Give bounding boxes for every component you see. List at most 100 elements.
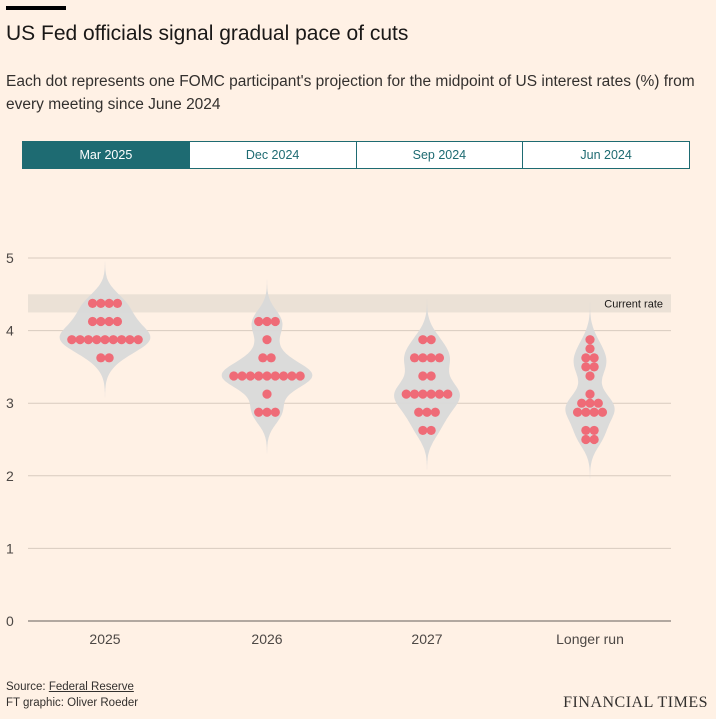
dot bbox=[92, 335, 102, 345]
dot bbox=[125, 335, 135, 345]
dot bbox=[581, 362, 591, 372]
y-tick-label: 1 bbox=[6, 540, 14, 556]
violin-1 bbox=[221, 267, 313, 467]
dot bbox=[262, 335, 272, 345]
dot bbox=[418, 335, 428, 345]
x-tick-label: 2026 bbox=[251, 631, 282, 647]
dot bbox=[426, 335, 436, 345]
dot bbox=[75, 335, 85, 345]
dot bbox=[245, 371, 255, 381]
dot bbox=[585, 371, 595, 381]
dot bbox=[585, 389, 595, 399]
chart-title: US Fed officials signal gradual pace of … bbox=[6, 22, 409, 45]
y-tick-label: 0 bbox=[6, 613, 14, 629]
dot bbox=[100, 335, 110, 345]
dot bbox=[589, 434, 599, 445]
dot bbox=[572, 407, 583, 417]
tab-sep-2024[interactable]: Sep 2024 bbox=[355, 142, 523, 168]
dot bbox=[295, 371, 305, 381]
dot bbox=[117, 335, 127, 345]
dot bbox=[262, 389, 272, 399]
tab-dec-2024[interactable]: Dec 2024 bbox=[188, 142, 356, 168]
dot bbox=[96, 298, 106, 308]
dot bbox=[108, 335, 118, 345]
dot bbox=[585, 398, 595, 408]
dot bbox=[589, 407, 599, 417]
dot bbox=[83, 335, 93, 345]
dot bbox=[104, 298, 114, 308]
dot bbox=[434, 389, 445, 399]
chart-subtitle: Each dot represents one FOMC participant… bbox=[6, 73, 695, 113]
dot bbox=[87, 316, 98, 327]
dot bbox=[581, 434, 591, 445]
dot bbox=[418, 425, 428, 436]
dot bbox=[585, 344, 595, 354]
dot bbox=[96, 316, 106, 327]
dot bbox=[112, 316, 123, 327]
dot bbox=[254, 316, 264, 327]
dot bbox=[112, 298, 123, 308]
dot bbox=[262, 407, 272, 417]
dot bbox=[414, 407, 424, 417]
dot bbox=[593, 398, 603, 408]
dot bbox=[270, 371, 280, 381]
dot bbox=[597, 407, 608, 417]
dot bbox=[426, 353, 436, 363]
current-rate-band bbox=[28, 294, 671, 313]
dot bbox=[262, 316, 272, 327]
dot bbox=[443, 389, 453, 399]
dot bbox=[104, 353, 114, 363]
tab-mar-2025[interactable]: Mar 2025 bbox=[23, 142, 189, 168]
x-tick-label: 2025 bbox=[89, 631, 120, 647]
dot bbox=[577, 398, 587, 408]
dot bbox=[270, 407, 280, 417]
violin-0 bbox=[59, 249, 151, 413]
dot bbox=[409, 389, 420, 399]
dot bbox=[254, 407, 264, 417]
tab-jun-2024[interactable]: Jun 2024 bbox=[522, 142, 689, 168]
dot bbox=[401, 389, 411, 399]
credit: FT graphic: Oliver Roeder bbox=[6, 697, 139, 709]
dot bbox=[279, 371, 289, 381]
y-tick-label: 2 bbox=[6, 468, 14, 484]
header-bar bbox=[6, 6, 66, 10]
dot bbox=[254, 371, 264, 381]
dot bbox=[266, 353, 276, 363]
dot bbox=[581, 425, 591, 436]
dot bbox=[589, 425, 599, 436]
dot bbox=[585, 335, 595, 345]
dot bbox=[133, 335, 143, 345]
current-rate-label: Current rate bbox=[604, 298, 663, 310]
dot bbox=[418, 371, 428, 381]
dot bbox=[589, 353, 599, 363]
dot bbox=[422, 407, 432, 417]
dot bbox=[237, 371, 247, 381]
x-tick-label: 2027 bbox=[411, 631, 442, 647]
ft-logo: FINANCIAL TIMES bbox=[563, 694, 708, 711]
dot bbox=[581, 407, 591, 417]
dot bbox=[418, 389, 428, 399]
dot bbox=[434, 353, 445, 363]
dot bbox=[589, 362, 599, 372]
y-tick-label: 3 bbox=[6, 395, 14, 411]
dot bbox=[270, 316, 280, 327]
dot bbox=[287, 371, 297, 381]
dot bbox=[67, 335, 77, 345]
y-tick-label: 5 bbox=[6, 250, 14, 266]
y-tick-label: 4 bbox=[6, 323, 14, 339]
dot bbox=[426, 371, 436, 381]
source: Source: Federal Reserve bbox=[6, 681, 134, 693]
dot bbox=[430, 407, 440, 417]
dot bbox=[409, 353, 420, 363]
dot bbox=[104, 316, 114, 327]
source-link[interactable]: Federal Reserve bbox=[48, 681, 134, 693]
dot bbox=[87, 298, 98, 308]
dot bbox=[96, 353, 106, 363]
dot bbox=[262, 371, 272, 381]
x-tick-label: Longer run bbox=[556, 631, 624, 647]
dot bbox=[418, 353, 428, 363]
dot bbox=[581, 353, 591, 363]
violin-2 bbox=[394, 286, 460, 485]
dot bbox=[426, 389, 436, 399]
